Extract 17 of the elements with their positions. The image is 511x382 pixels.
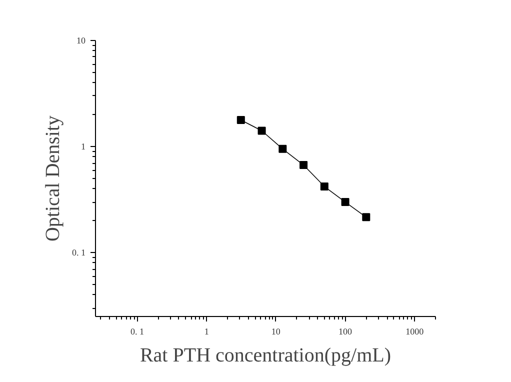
point [341, 198, 350, 206]
x-tick-label: 0. 1 [130, 326, 144, 336]
y-axis-title: Optical Density [42, 115, 64, 242]
point [320, 182, 328, 191]
y-tick-label: 10 [76, 36, 86, 46]
y-tick-label: 0. 1 [72, 248, 86, 258]
x-tick-label: 100 [338, 326, 353, 336]
point [236, 116, 245, 124]
point [362, 213, 370, 222]
point [258, 126, 266, 135]
y-tick-label: 1 [81, 142, 86, 152]
x-axis-title: Rat PTH concentration(pg/mL) [140, 344, 392, 366]
x-tick-label: 10 [271, 326, 281, 336]
x-tick-label: 1000 [406, 326, 424, 336]
point [300, 161, 308, 170]
point [278, 144, 287, 153]
x-tick-label: 1 [204, 326, 209, 336]
